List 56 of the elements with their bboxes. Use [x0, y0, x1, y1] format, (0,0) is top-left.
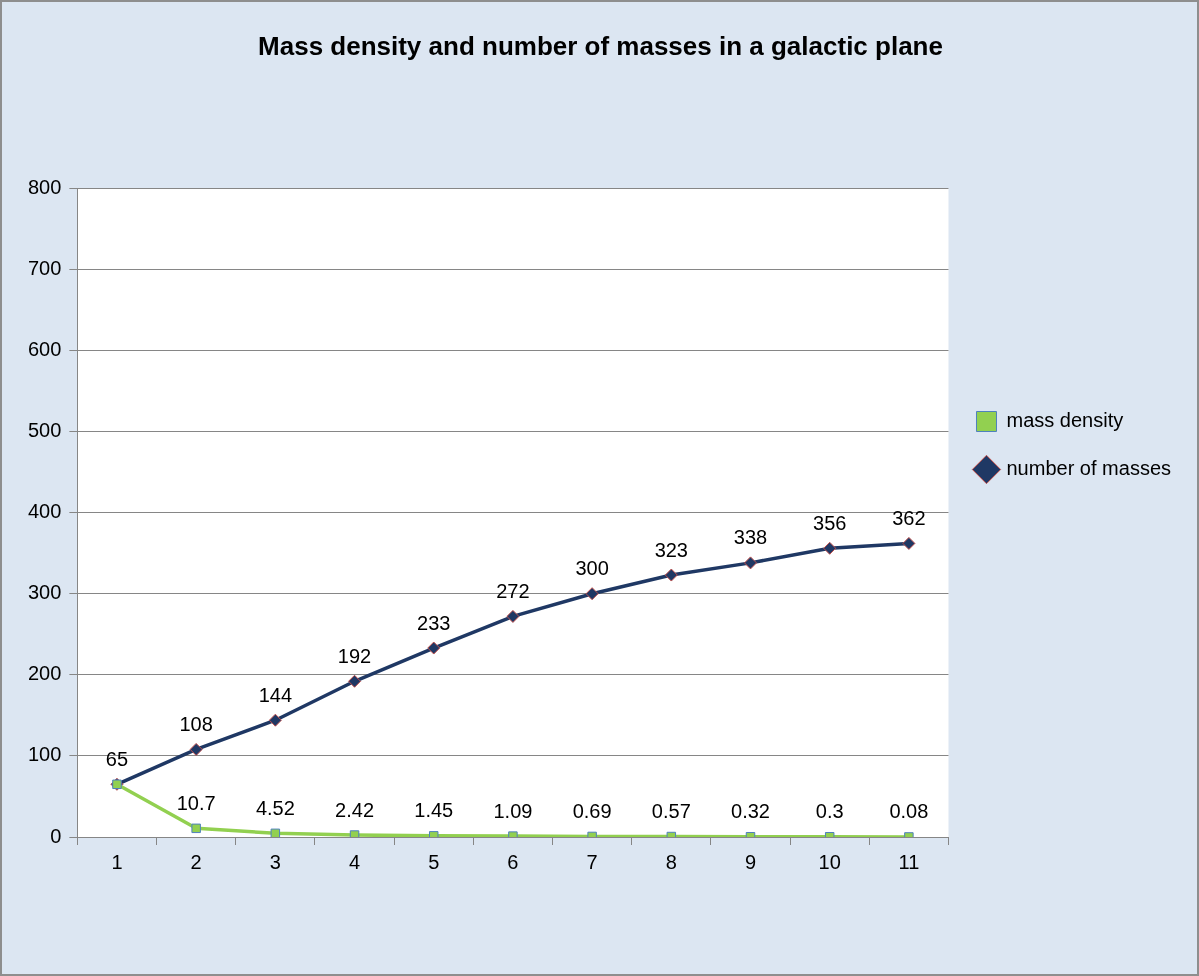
data-label: 0.69 [572, 799, 612, 822]
point [744, 556, 758, 570]
point [427, 641, 441, 655]
data-label: 1.45 [414, 799, 454, 822]
x-tick-label: 7 [586, 850, 598, 873]
x-tick-label: 3 [269, 850, 281, 873]
x-tick-label: 6 [507, 850, 519, 873]
data-label: 0.57 [651, 800, 691, 823]
y-tick-label: 300 [27, 581, 62, 604]
point [348, 674, 362, 688]
y-tick-label: 500 [27, 419, 62, 442]
data-label: 0.3 [815, 800, 844, 823]
chart-title: Mass density and number of masses in a galactic plane [258, 30, 943, 61]
data-label: 323 [654, 538, 688, 561]
point [268, 713, 282, 727]
data-label: 4.52 [255, 796, 295, 819]
data-label: 233 [417, 611, 451, 634]
data-label: 272 [496, 579, 530, 602]
data-label: 2.42 [335, 798, 375, 821]
y-tick-label: 600 [27, 337, 62, 360]
data-label: 356 [813, 511, 847, 534]
data-label: 192 [337, 644, 372, 667]
y-tick-label: 800 [27, 175, 62, 198]
x-tick-label: 10 [818, 850, 841, 873]
point [823, 541, 837, 555]
y-tick-label: 0 [50, 824, 62, 847]
point [664, 568, 678, 582]
data-label: 144 [258, 683, 293, 706]
x-tick-label: 2 [190, 850, 202, 873]
data-label: 1.09 [493, 799, 533, 822]
legend-label: number of masses [1006, 457, 1171, 480]
x-tick-label: 11 [898, 850, 920, 873]
x-tick-label: 9 [744, 850, 757, 873]
point [506, 609, 520, 623]
data-label: 362 [892, 506, 926, 529]
data-label: 108 [179, 712, 213, 735]
x-tick-label: 5 [428, 850, 440, 873]
data-label: 0.08 [889, 800, 929, 823]
data-label: 10.7 [176, 791, 216, 814]
point [902, 536, 916, 550]
y-tick-label: 400 [27, 500, 62, 523]
data-label: 65 [105, 747, 129, 770]
data-label: 338 [733, 526, 768, 549]
x-tick-label: 1 [111, 850, 123, 873]
y-tick-label: 200 [27, 662, 62, 685]
point [191, 823, 201, 834]
data-label: 0.32 [731, 800, 770, 823]
point [585, 587, 599, 601]
point [189, 742, 203, 756]
y-tick-label: 100 [27, 743, 62, 766]
x-tick-label: 8 [665, 850, 677, 873]
data-label: 300 [575, 557, 609, 580]
x-tick-label: 4 [348, 850, 361, 873]
y-tick-label: 700 [27, 256, 62, 279]
point [270, 828, 281, 837]
legend-label: mass density [1006, 409, 1124, 432]
